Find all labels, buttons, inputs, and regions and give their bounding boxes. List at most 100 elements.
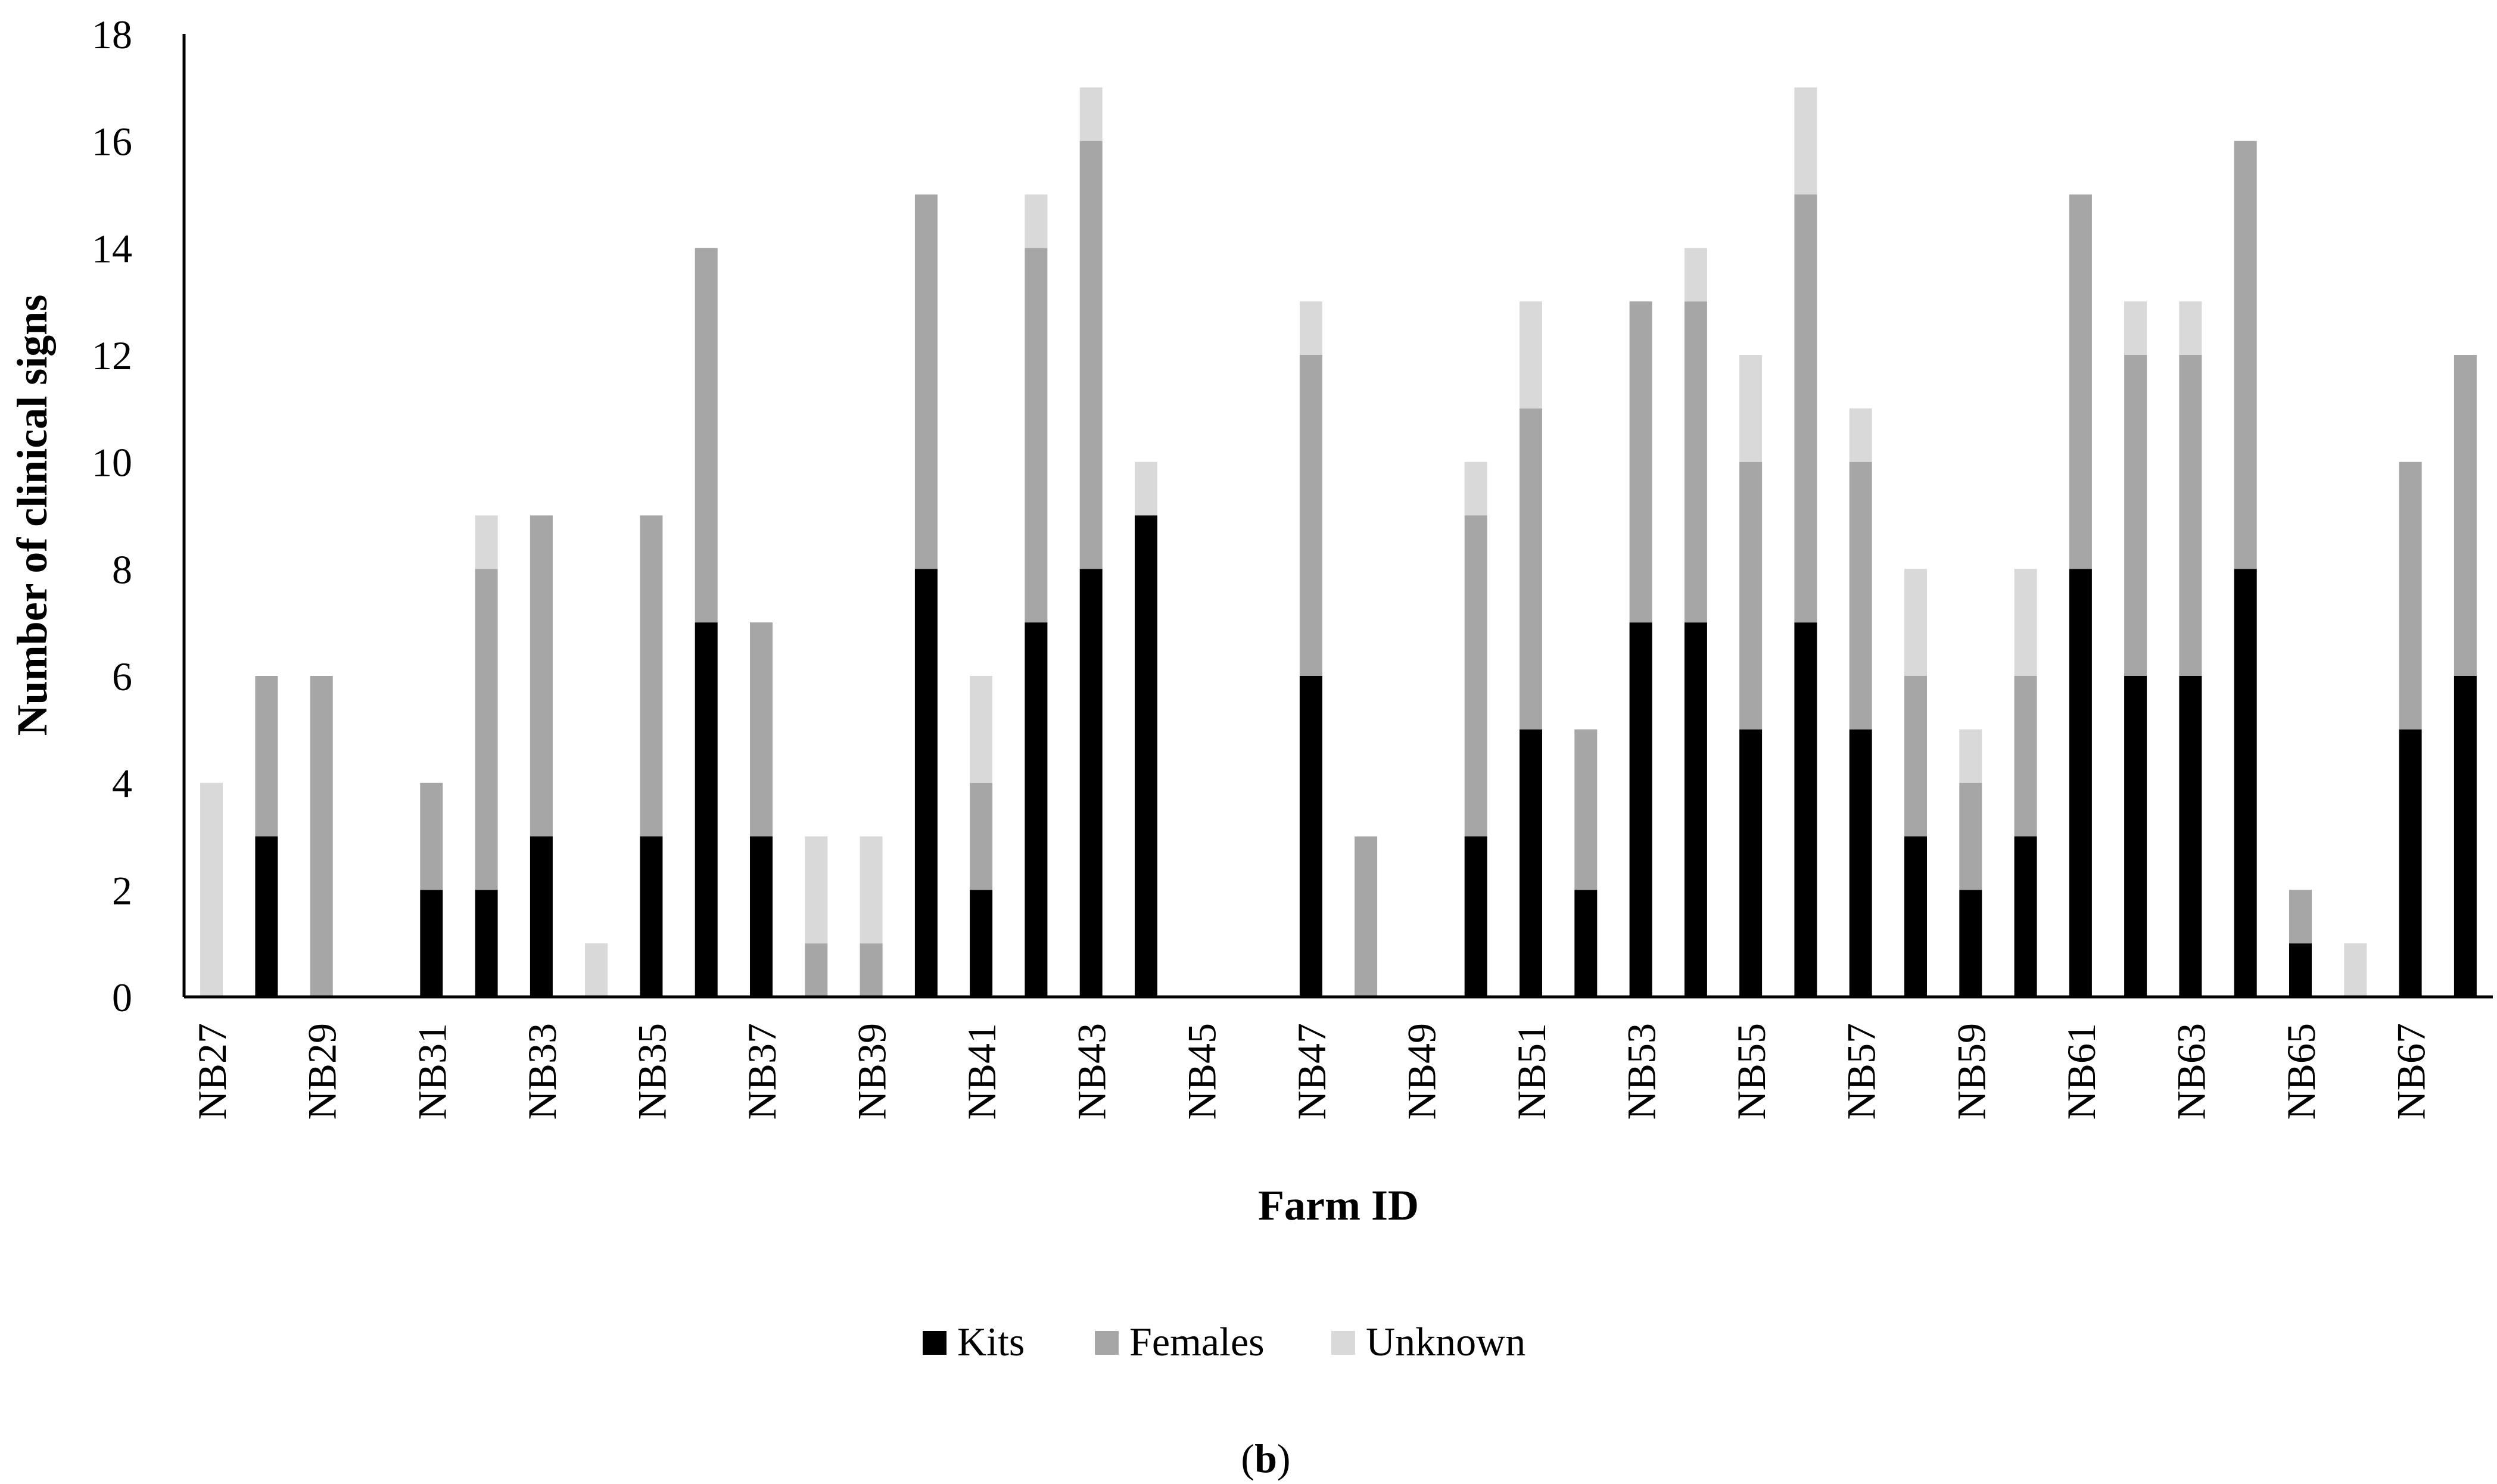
bar-nb43-unknown (1079, 87, 1103, 141)
x-tick-label: NB47 (1289, 1023, 1334, 1120)
bar-nb40-kits (914, 569, 938, 997)
bar-nb47-females (1299, 355, 1322, 676)
bar-nb28-kits (255, 836, 278, 997)
bar-nb28-females (255, 676, 278, 837)
bar-nb59-unknown (1959, 729, 1982, 783)
y-tick-label: 14 (92, 226, 132, 271)
bar-nb67-kits (2399, 729, 2422, 997)
bar-nb67-females (2399, 462, 2422, 729)
bar-nb36-females (695, 248, 718, 623)
panel-label: (b) (1241, 1436, 1290, 1481)
bar-nb50-unknown (1464, 462, 1487, 516)
bar-nb33-kits (530, 836, 553, 997)
bar-nb41-kits (970, 890, 993, 997)
bar-nb32-kits (475, 890, 498, 997)
x-tick-label: NB43 (1069, 1023, 1114, 1120)
x-tick-label: NB55 (1729, 1023, 1774, 1120)
x-tick-label: NB51 (1509, 1023, 1554, 1120)
bar-nb53-females (1629, 301, 1652, 623)
y-tick-label: 18 (92, 12, 132, 57)
bar-nb37-kits (750, 836, 773, 997)
bar-nb60-females (2014, 676, 2037, 837)
bar-nb58-unknown (1904, 569, 1927, 676)
bar-nb61-females (2069, 194, 2092, 569)
bar-nb41-females (970, 782, 993, 890)
bar-nb29-females (310, 676, 333, 997)
x-tick-label: NB61 (2059, 1023, 2104, 1120)
bar-nb59-kits (1959, 890, 1982, 997)
bar-nb58-females (1904, 676, 1927, 837)
bar-nb47-kits (1299, 676, 1322, 997)
panel-label-open: ( (1241, 1436, 1254, 1481)
bar-nb68-females (2454, 355, 2477, 676)
bar-nb57-unknown (1849, 408, 1872, 462)
bar-nb51-kits (1520, 729, 1542, 997)
y-tick-label: 10 (92, 440, 132, 485)
bar-nb39-unknown (860, 836, 883, 944)
bar-nb65-females (2289, 890, 2312, 944)
y-tick-label: 6 (112, 654, 132, 699)
bar-nb64-kits (2234, 569, 2257, 997)
x-tick-label: NB37 (739, 1023, 784, 1120)
y-tick-label: 16 (92, 119, 132, 164)
y-tick-label: 4 (112, 761, 132, 806)
bar-nb56-kits (1794, 622, 1817, 997)
x-tick-label: NB65 (2278, 1023, 2324, 1120)
bar-nb31-kits (420, 890, 443, 997)
bar-nb62-unknown (2124, 301, 2147, 355)
bar-nb66-unknown (2344, 943, 2367, 997)
bar-nb63-kits (2179, 676, 2202, 997)
x-tick-label: NB33 (519, 1023, 565, 1120)
x-tick-label: NB27 (189, 1023, 235, 1120)
y-axis-title: Number of clinical signs (8, 295, 56, 736)
bar-nb36-kits (695, 622, 718, 997)
bar-nb33-females (530, 515, 553, 837)
bar-nb40-females (914, 194, 938, 569)
bar-nb50-females (1464, 515, 1487, 837)
bar-nb32-unknown (475, 515, 498, 569)
x-tick-label: NB53 (1619, 1023, 1664, 1120)
bar-nb60-kits (2014, 836, 2037, 997)
bar-nb63-females (2179, 355, 2202, 676)
legend: Kits Females Unknown (923, 1319, 1525, 1364)
bar-nb51-unknown (1520, 301, 1542, 409)
bar-nb62-females (2124, 355, 2147, 676)
bar-nb60-unknown (2014, 569, 2037, 676)
legend-label-unknown: Unknown (1366, 1319, 1525, 1364)
bar-nb61-kits (2069, 569, 2092, 997)
bar-nb41-unknown (970, 676, 993, 783)
x-tick-label: NB39 (849, 1023, 895, 1120)
bar-nb59-females (1959, 782, 1982, 890)
bar-nb63-unknown (2179, 301, 2202, 355)
legend-label-females: Females (1129, 1319, 1265, 1364)
x-tick-label: NB67 (2389, 1023, 2434, 1120)
bars-group (200, 87, 2477, 997)
bar-nb37-females (750, 622, 773, 837)
bar-nb54-unknown (1684, 248, 1707, 302)
bar-nb47-unknown (1299, 301, 1322, 355)
bar-nb35-females (640, 515, 663, 837)
bar-nb32-females (475, 569, 498, 890)
bar-nb39-females (860, 943, 883, 997)
x-tick-label: NB35 (629, 1023, 674, 1120)
x-tick-label: NB31 (409, 1023, 454, 1120)
legend-swatch-females (1095, 1331, 1119, 1355)
bar-nb38-unknown (805, 836, 828, 944)
bar-nb64-females (2234, 141, 2257, 569)
x-tick-label: NB59 (1948, 1023, 1994, 1120)
y-tick-label: 2 (112, 868, 132, 913)
bar-nb58-kits (1904, 836, 1927, 997)
bar-nb44-unknown (1135, 462, 1157, 516)
bar-nb42-females (1025, 248, 1048, 623)
bar-nb31-females (420, 782, 443, 890)
x-tick-label: NB41 (959, 1023, 1004, 1120)
bar-nb38-females (805, 943, 828, 997)
legend-swatch-kits (923, 1331, 947, 1355)
bar-nb50-kits (1464, 836, 1487, 997)
legend-label-kits: Kits (957, 1319, 1025, 1364)
y-tick-labels: 0 2 4 6 8 10 12 14 16 18 (92, 12, 132, 1020)
x-tick-label: NB63 (2168, 1023, 2213, 1120)
panel-label-letter: b (1254, 1436, 1277, 1481)
bar-nb52-kits (1574, 890, 1598, 997)
